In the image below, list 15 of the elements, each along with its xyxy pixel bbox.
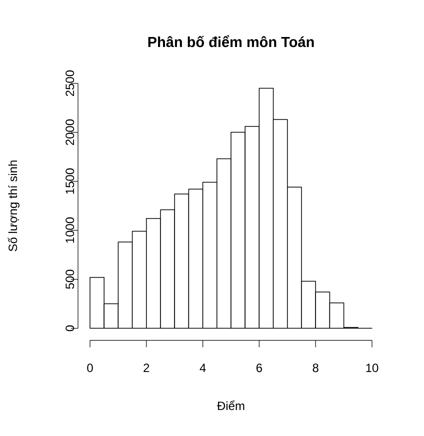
x-tick-label: 6 — [256, 364, 262, 372]
y-axis-title: Số lượng thí sinh — [8, 160, 20, 252]
y-tick-label: 2500 — [66, 70, 74, 96]
x-tick-label: 8 — [312, 364, 318, 372]
x-tick-label: 0 — [87, 364, 93, 372]
y-tick-label: 1500 — [66, 168, 74, 194]
chart-title: Phân bố điểm môn Toán — [148, 35, 314, 48]
y-tick-label: 1000 — [66, 217, 74, 243]
y-tick-label: 500 — [66, 270, 74, 289]
y-tick-label: 2000 — [66, 119, 74, 146]
x-axis-title: Điểm — [217, 400, 244, 410]
x-tick-label: 2 — [144, 364, 150, 372]
x-tick-label: 10 — [366, 364, 378, 372]
y-tick-label: 0 — [66, 325, 74, 332]
x-tick-label: 4 — [200, 364, 206, 372]
